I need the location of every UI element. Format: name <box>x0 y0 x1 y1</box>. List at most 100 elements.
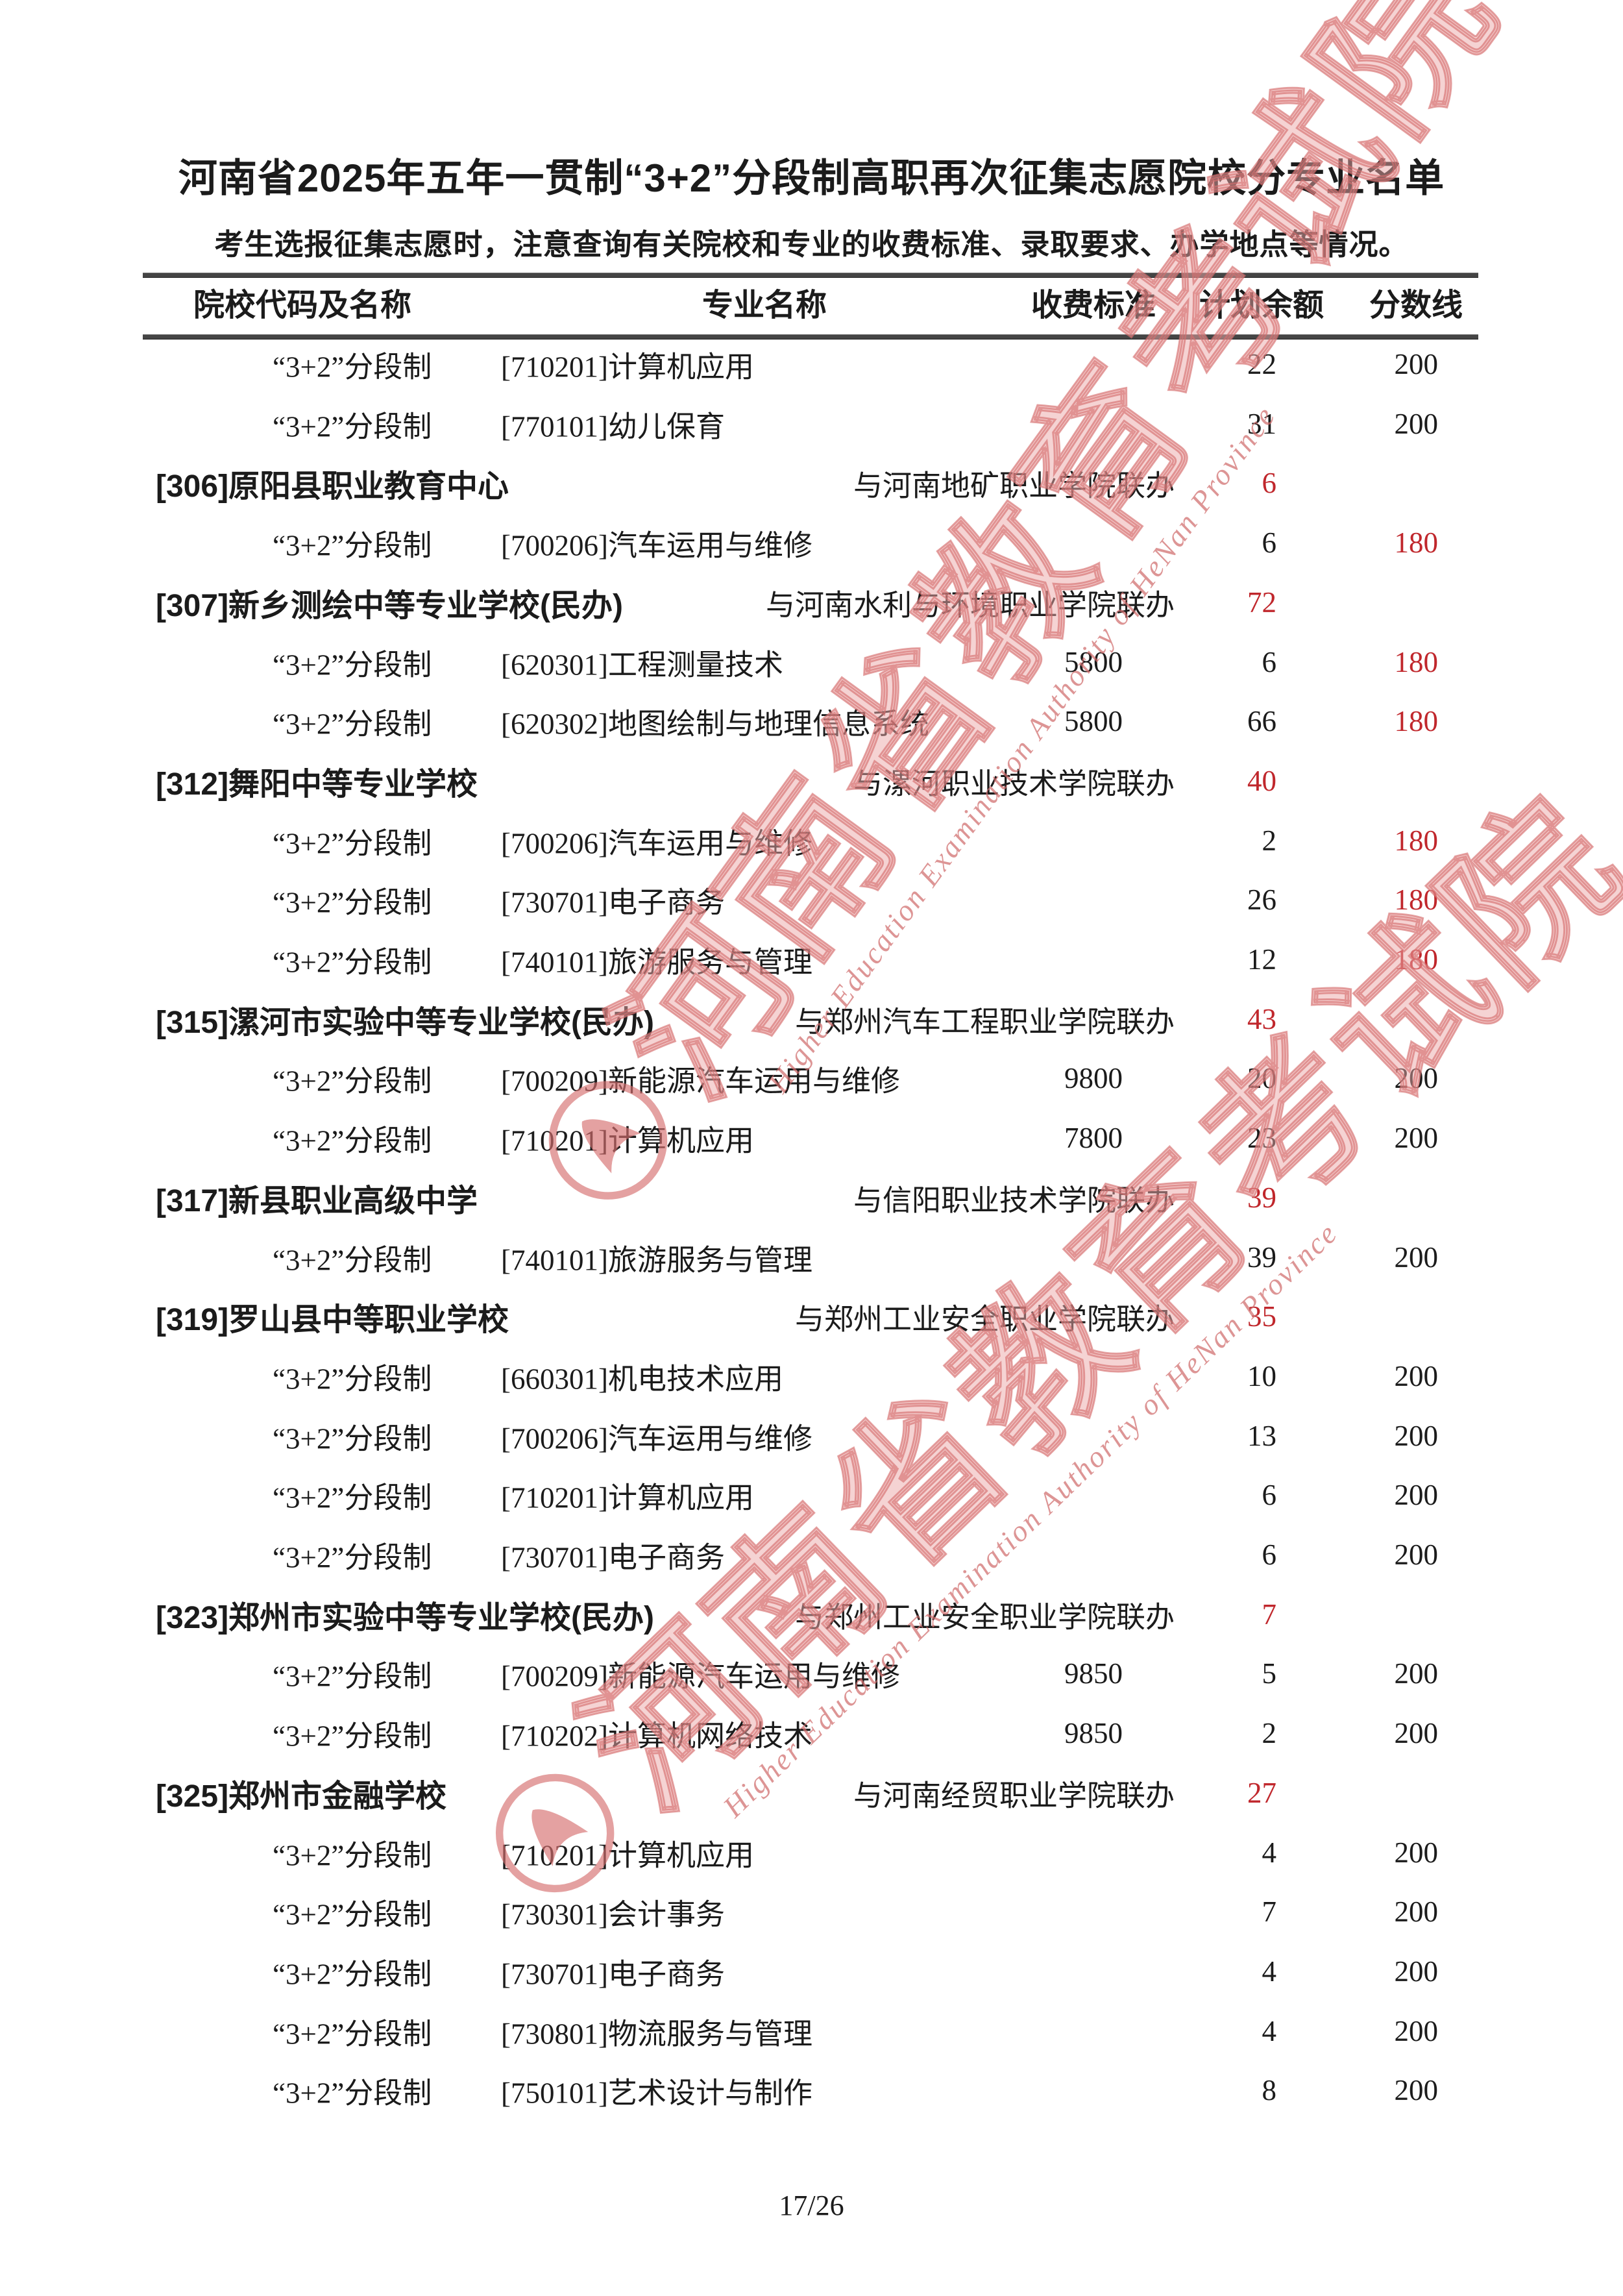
plan-value: 6 <box>1262 646 1277 678</box>
program-label: “3+2”分段制 <box>273 1363 432 1396</box>
plan-value: 43 <box>1247 1003 1276 1035</box>
plan-value: 23 <box>1247 1122 1276 1154</box>
plan-value: 39 <box>1247 1181 1276 1214</box>
score-value: 200 <box>1394 1538 1439 1571</box>
score-value: 200 <box>1394 1836 1439 1869</box>
school-name: [312]舞阳中等专业学校 <box>156 767 478 802</box>
fee-value: 7800 <box>1064 1122 1123 1154</box>
plan-value: 6 <box>1262 1479 1277 1511</box>
plan-value: 4 <box>1262 1836 1277 1869</box>
table-row-detail: “3+2”分段制 [710201]计算机应用 4 200 <box>0 1823 1623 1882</box>
major-label: [730701]电子商务 <box>501 1541 725 1574</box>
table-row-detail: “3+2”分段制 [730701]电子商务 4 200 <box>0 1942 1623 2001</box>
school-name: [307]新乡测绘中等专业学校(民办) <box>156 589 624 623</box>
major-label: [770101]幼儿保育 <box>501 410 725 443</box>
program-label: “3+2”分段制 <box>273 1898 432 1931</box>
score-value: 200 <box>1394 1657 1439 1690</box>
score-value: 200 <box>1394 2074 1439 2106</box>
score-value: 200 <box>1394 408 1439 440</box>
major-label: [730701]电子商务 <box>501 1958 725 1991</box>
major-label: [740101]旅游服务与管理 <box>501 1244 812 1277</box>
table-row-detail: “3+2”分段制 [750101]艺术设计与制作 8 200 <box>0 2060 1623 2120</box>
column-header-score: 分数线 <box>1369 288 1463 323</box>
major-label: [700206]汽车运用与维修 <box>501 529 812 562</box>
plan-value: 13 <box>1247 1420 1276 1452</box>
top-rule <box>143 273 1478 278</box>
score-value: 200 <box>1394 1479 1439 1511</box>
table-row-detail: “3+2”分段制 [620302]地图绘制与地理信息系统 5800 66 180 <box>0 691 1623 751</box>
plan-value: 6 <box>1262 467 1277 499</box>
program-label: “3+2”分段制 <box>273 1660 432 1693</box>
plan-value: 66 <box>1247 705 1276 737</box>
score-value: 180 <box>1394 705 1439 737</box>
score-value: 180 <box>1394 824 1439 857</box>
table-row-school: [317]新县职业高级中学 与信阳职业技术学院联办 39 <box>0 1168 1623 1228</box>
major-label: [710201]计算机应用 <box>501 1839 754 1872</box>
page-number: 17/26 <box>779 2190 844 2221</box>
program-label: “3+2”分段制 <box>273 1124 432 1157</box>
major-label: [620302]地图绘制与地理信息系统 <box>501 708 929 741</box>
table-row-detail: “3+2”分段制 [740101]旅游服务与管理 12 180 <box>0 930 1623 989</box>
major-label: [710201]计算机应用 <box>501 351 754 384</box>
plan-value: 8 <box>1262 2074 1277 2106</box>
partner-label: 与郑州工业安全职业学院联办 <box>794 1601 1175 1634</box>
plan-value: 27 <box>1247 1777 1276 1809</box>
major-label: [620301]工程测量技术 <box>501 648 783 682</box>
fee-value: 5800 <box>1064 646 1123 678</box>
score-value: 200 <box>1394 1360 1439 1392</box>
plan-value: 4 <box>1262 2015 1277 2047</box>
table-row-detail: “3+2”分段制 [730701]电子商务 26 180 <box>0 870 1623 930</box>
program-label: “3+2”分段制 <box>273 1481 432 1514</box>
plan-value: 5 <box>1262 1657 1277 1690</box>
program-label: “3+2”分段制 <box>273 1958 432 1991</box>
partner-label: 与漯河职业技术学院联办 <box>853 767 1175 800</box>
table-row-detail: “3+2”分段制 [740101]旅游服务与管理 39 200 <box>0 1228 1623 1287</box>
program-label: “3+2”分段制 <box>273 529 432 562</box>
table-row-school: [319]罗山县中等职业学校 与郑州工业安全职业学院联办 35 <box>0 1287 1623 1346</box>
plan-value: 2 <box>1262 1717 1277 1749</box>
score-value: 200 <box>1394 2015 1439 2047</box>
table-row-school: [306]原阳县职业教育中心 与河南地矿职业学院联办 6 <box>0 453 1623 513</box>
page-title: 河南省2025年五年一贯制“3+2”分段制高职再次征集志愿院校分专业名单 <box>178 156 1445 200</box>
table-row-detail: “3+2”分段制 [700206]汽车运用与维修 13 200 <box>0 1406 1623 1466</box>
major-label: [730301]会计事务 <box>501 1898 725 1931</box>
plan-value: 35 <box>1247 1300 1276 1333</box>
program-label: “3+2”分段制 <box>273 1720 432 1753</box>
major-label: [660301]机电技术应用 <box>501 1363 783 1396</box>
score-value: 200 <box>1394 1955 1439 1988</box>
program-label: “3+2”分段制 <box>273 1065 432 1098</box>
major-label: [710202]计算机网络技术 <box>501 1720 812 1753</box>
table-row-school: [323]郑州市实验中等专业学校(民办) 与郑州工业安全职业学院联办 7 <box>0 1585 1623 1644</box>
major-label: [740101]旅游服务与管理 <box>501 946 812 979</box>
plan-value: 39 <box>1247 1241 1276 1274</box>
partner-label: 与信阳职业技术学院联办 <box>853 1184 1175 1217</box>
score-value: 200 <box>1394 1122 1439 1154</box>
plan-value: 72 <box>1247 586 1276 619</box>
table-row-detail: “3+2”分段制 [770101]幼儿保育 31 200 <box>0 394 1623 454</box>
header-rule <box>143 334 1478 339</box>
school-name: [317]新县职业高级中学 <box>156 1184 478 1218</box>
table-row-school: [325]郑州市金融学校 与河南经贸职业学院联办 27 <box>0 1763 1623 1823</box>
program-label: “3+2”分段制 <box>273 648 432 682</box>
school-name: [325]郑州市金融学校 <box>156 1779 447 1814</box>
program-label: “3+2”分段制 <box>273 886 432 919</box>
table-row-detail: “3+2”分段制 [700209]新能源汽车运用与维修 9800 20 200 <box>0 1048 1623 1108</box>
score-value: 200 <box>1394 1062 1439 1094</box>
school-name: [315]漯河市实验中等专业学校(民办) <box>156 1006 655 1040</box>
program-label: “3+2”分段制 <box>273 351 432 384</box>
score-value: 200 <box>1394 1420 1439 1452</box>
program-label: “3+2”分段制 <box>273 827 432 860</box>
program-label: “3+2”分段制 <box>273 708 432 741</box>
score-value: 200 <box>1394 1241 1439 1274</box>
program-label: “3+2”分段制 <box>273 946 432 979</box>
major-label: [730701]电子商务 <box>501 886 725 919</box>
major-label: [710201]计算机应用 <box>501 1124 754 1157</box>
program-label: “3+2”分段制 <box>273 1541 432 1574</box>
table-row-detail: “3+2”分段制 [730301]会计事务 7 200 <box>0 1882 1623 1942</box>
plan-value: 12 <box>1247 943 1276 976</box>
partner-label: 与郑州工业安全职业学院联办 <box>794 1303 1175 1336</box>
program-label: “3+2”分段制 <box>273 1422 432 1455</box>
column-header-fee: 收费标准 <box>1031 288 1156 323</box>
major-label: [700206]汽车运用与维修 <box>501 1422 812 1455</box>
